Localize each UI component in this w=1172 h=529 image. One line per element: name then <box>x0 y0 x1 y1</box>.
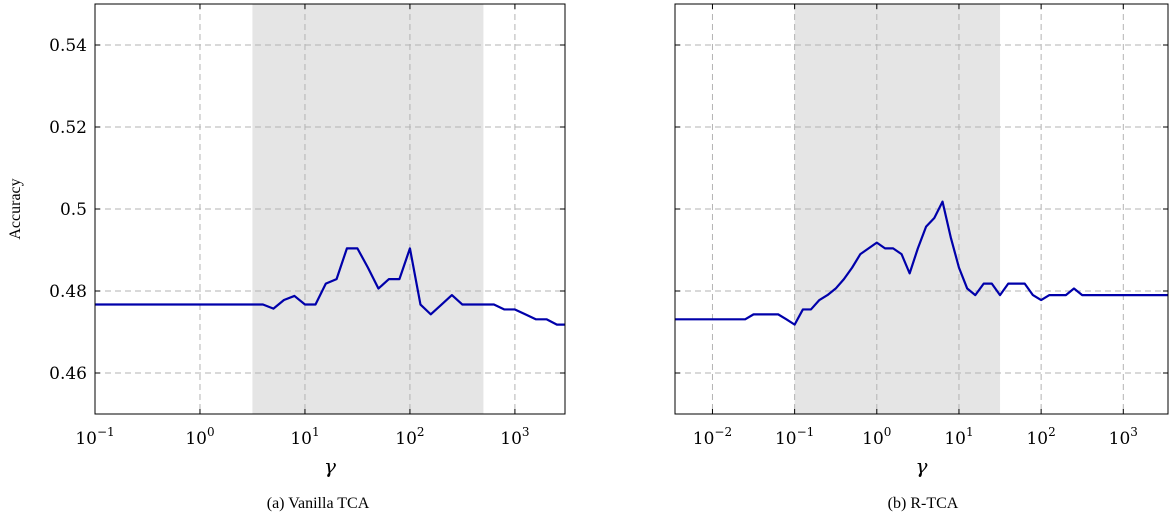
y-tick-label: 0.5 <box>60 200 87 220</box>
x-tick-label: 103 <box>1109 425 1138 449</box>
x-tick-label: 102 <box>395 425 424 449</box>
x-axis-label: γ <box>916 454 928 478</box>
chart-panel-2: 10−2 10−1 100 101 102 103 γ <box>674 3 1169 478</box>
x-tick-label: 101 <box>290 425 319 449</box>
y-tick-label: 0.46 <box>49 364 87 384</box>
x-tick-label: 100 <box>862 425 891 449</box>
x-tick-label: 100 <box>185 425 214 449</box>
series-line-1 <box>95 247 565 326</box>
x-tick-label: 10−2 <box>693 425 732 449</box>
caption-a: (a) Vanilla TCA <box>266 495 370 512</box>
caption-b: (b) R-TCA <box>887 495 959 512</box>
chart-panel-1: 10−1 100 101 102 103 0.46 0.48 0.5 0.52 0.54 γ Accu… <box>7 3 566 478</box>
y-tick-label: 0.54 <box>49 36 87 56</box>
y-tick-label: 0.48 <box>49 282 87 302</box>
y-tick-label: 0.52 <box>49 118 87 138</box>
x-tick-label: 10−1 <box>775 425 814 449</box>
x-tick-label: 10−1 <box>75 425 114 449</box>
series-line-1 <box>675 200 1168 326</box>
y-axis-label: Accuracy <box>7 178 24 239</box>
x-tick-label: 101 <box>944 425 973 449</box>
x-tick-label: 103 <box>500 425 529 449</box>
x-tick-label: 102 <box>1026 425 1055 449</box>
x-axis-label: γ <box>324 454 336 478</box>
